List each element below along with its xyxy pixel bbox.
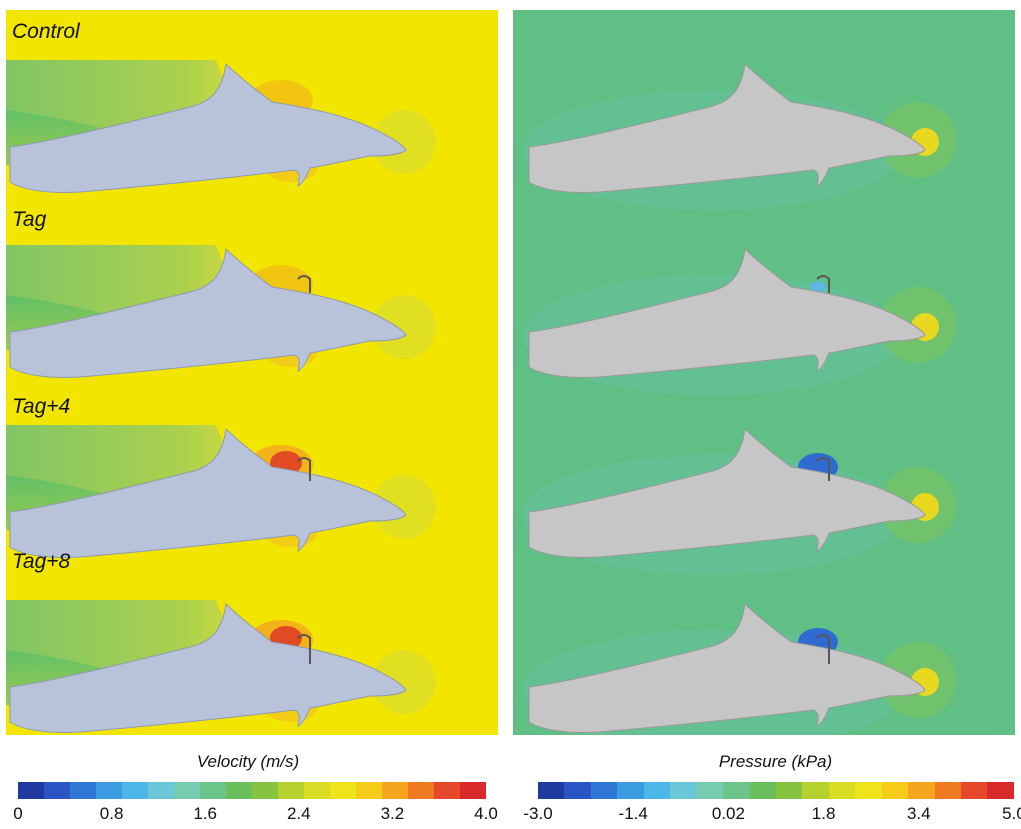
pressure-case-1 <box>523 62 956 210</box>
pressure-color-step <box>881 782 909 799</box>
pressure-case-2 <box>523 247 956 395</box>
velocity-color-step <box>70 782 96 799</box>
pressure-color-step <box>590 782 618 799</box>
pressure-color-step <box>749 782 776 799</box>
pressure-color-step <box>538 782 565 799</box>
velocity-color-step <box>278 782 304 799</box>
velocity-tick-label: 4.0 <box>474 804 498 823</box>
velocity-tick-label: 0 <box>13 804 23 823</box>
velocity-color-step <box>382 782 408 799</box>
velocity-color-step <box>330 782 356 799</box>
velocity-color-step <box>174 782 200 799</box>
pressure-color-step <box>934 782 961 799</box>
velocity-tick-label: 1.6 <box>193 804 218 823</box>
pressure-color-step <box>828 782 856 799</box>
nose-stagnation <box>372 475 436 539</box>
case-label-control: Control <box>12 20 80 43</box>
dolphin-velocity <box>9 602 407 733</box>
velocity-color-step <box>434 782 460 799</box>
velocity-panel: Control Tag Tag+4 Tag+8 <box>6 10 498 735</box>
tag-device <box>816 457 830 481</box>
velocity-color-step <box>460 782 486 799</box>
velocity-field <box>6 60 436 733</box>
pressure-color-step <box>696 782 724 799</box>
pressure-color-step <box>961 782 988 799</box>
velocity-color-step <box>252 782 278 799</box>
dolphin-body <box>9 602 407 733</box>
dolphin-body <box>9 62 407 193</box>
pressure-color-step <box>775 782 803 799</box>
pressure-color-step <box>987 782 1014 799</box>
velocity-color-step <box>96 782 122 799</box>
velocity-colorbar-title: Velocity (m/s) <box>196 752 300 771</box>
dolphin-velocity <box>9 247 407 378</box>
dolphin-pressure <box>528 247 926 378</box>
dolphin-body <box>528 427 926 558</box>
pressure-tick-label: 3.4 <box>906 804 931 823</box>
velocity-color-step <box>44 782 70 799</box>
velocity-color-step <box>200 782 226 799</box>
velocity-case-2 <box>6 245 436 378</box>
velocity-color-step <box>148 782 174 799</box>
dolphin-pressure <box>528 62 926 193</box>
pressure-color-step <box>855 782 882 799</box>
velocity-color-step <box>226 782 252 799</box>
tag-device <box>297 275 311 293</box>
velocity-case-1 <box>6 60 436 193</box>
velocity-colorbar: Velocity (m/s) 0 0.8 1.6 2.4 3.2 4.0 <box>10 752 498 828</box>
dolphin-pressure <box>528 427 926 558</box>
pressure-color-step <box>802 782 829 799</box>
pressure-panel <box>513 10 1015 735</box>
velocity-color-step <box>304 782 330 799</box>
velocity-color-step <box>122 782 148 799</box>
dolphin-body <box>9 427 407 558</box>
pressure-case-3 <box>523 427 956 575</box>
dolphin-body <box>528 247 926 378</box>
low-pressure-zone <box>810 281 826 293</box>
pressure-tick-label: -3.0 <box>523 804 553 823</box>
velocity-tick-label: 0.8 <box>99 804 124 823</box>
pressure-color-step <box>564 782 591 799</box>
pressure-color-step <box>617 782 644 799</box>
pressure-tick-label: 0.02 <box>711 804 745 823</box>
pressure-colorbar: Pressure (kPa) -3.0 -1.4 0.02 1.8 3.4 5.0 <box>523 752 1021 828</box>
velocity-case-4 <box>6 600 436 733</box>
velocity-color-step <box>356 782 382 799</box>
dolphin-pressure <box>528 602 926 733</box>
pressure-tick-label: 1.8 <box>811 804 836 823</box>
velocity-color-step <box>408 782 434 799</box>
case-label-tag-4: Tag+4 <box>12 395 71 418</box>
tag-device <box>297 457 311 481</box>
pressure-color-step <box>723 782 750 799</box>
tag-device <box>816 634 830 664</box>
velocity-colorbar-strip <box>18 782 486 799</box>
nose-stagnation <box>372 650 436 714</box>
pressure-color-step <box>643 782 671 799</box>
tag-device <box>297 634 311 664</box>
dolphin-velocity <box>9 62 407 193</box>
tag-device <box>816 275 830 293</box>
pressure-case-4 <box>523 602 956 735</box>
dolphin-body <box>9 247 407 378</box>
velocity-case-3 <box>6 425 436 558</box>
case-label-tag-8: Tag+8 <box>12 550 71 573</box>
dolphin-body <box>528 62 926 193</box>
pressure-colorbar-strip <box>538 782 1014 799</box>
velocity-color-step <box>18 782 44 799</box>
pressure-field <box>523 62 956 735</box>
dolphin-velocity <box>9 427 407 558</box>
nose-stagnation <box>372 110 436 174</box>
pressure-tick-label: -1.4 <box>618 804 648 823</box>
case-label-tag: Tag <box>12 208 47 231</box>
pressure-color-step <box>670 782 697 799</box>
pressure-colorbar-title: Pressure (kPa) <box>718 752 833 771</box>
dolphin-body <box>528 602 926 733</box>
velocity-tick-label: 3.2 <box>380 804 405 823</box>
pressure-tick-label: 5.0 <box>1002 804 1021 823</box>
pressure-color-step <box>908 782 935 799</box>
nose-stagnation <box>372 295 436 359</box>
velocity-tick-label: 2.4 <box>286 804 311 823</box>
